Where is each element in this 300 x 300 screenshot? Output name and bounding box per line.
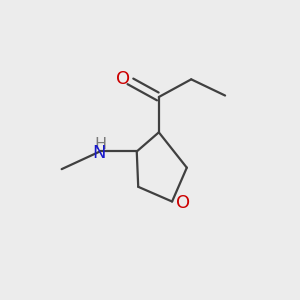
Text: O: O <box>176 194 190 212</box>
Text: O: O <box>116 70 130 88</box>
Text: H: H <box>94 137 106 152</box>
Text: N: N <box>93 144 106 162</box>
